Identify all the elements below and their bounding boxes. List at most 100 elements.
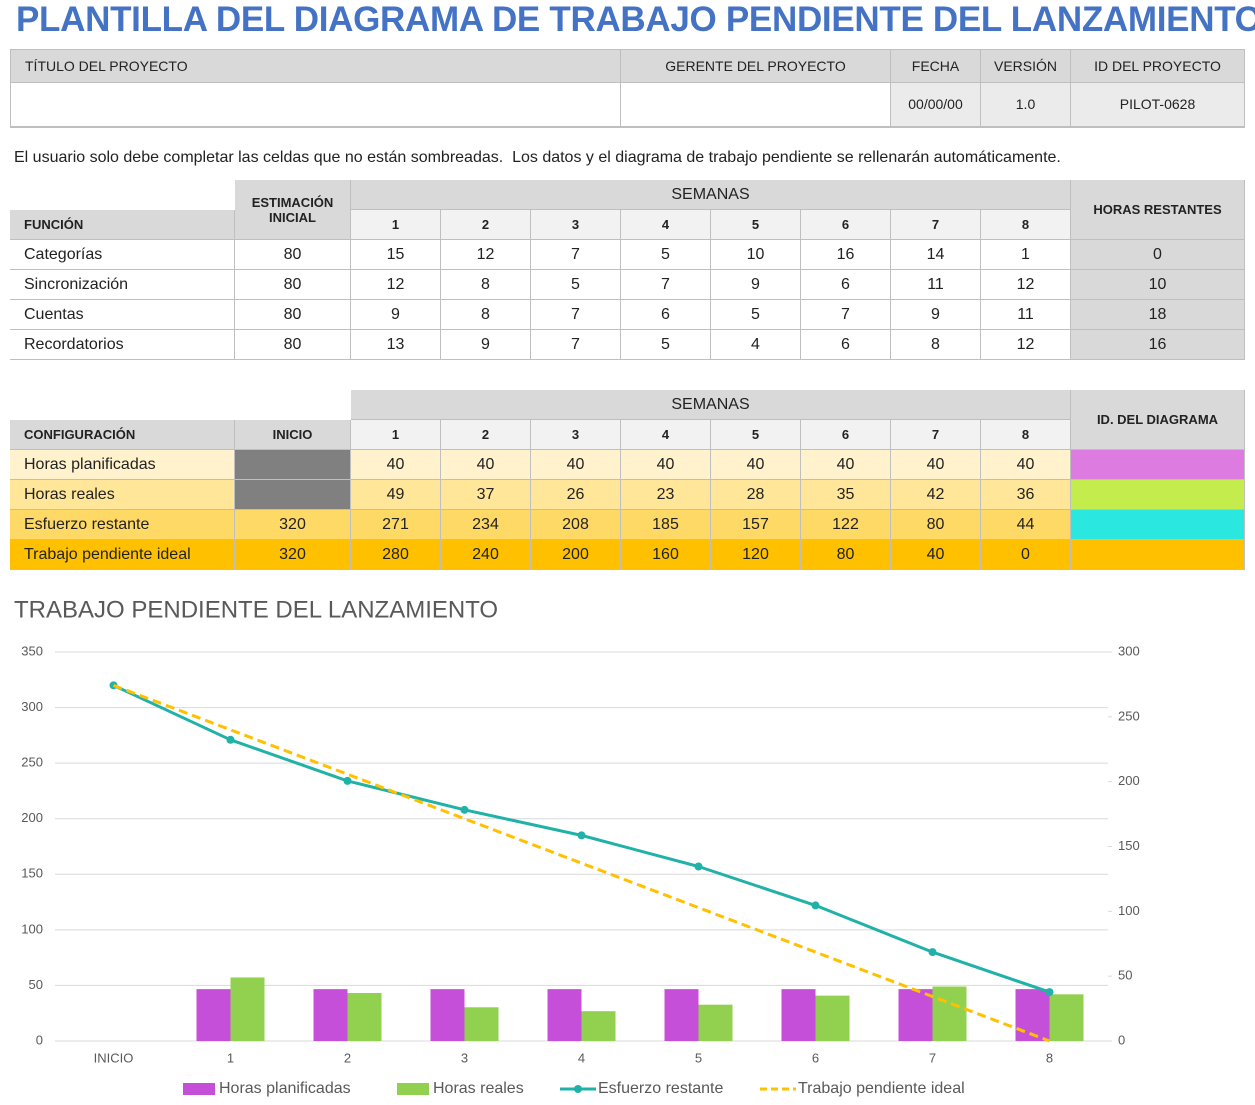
value-cell: 80: [801, 540, 891, 570]
value-cell: 80: [891, 510, 981, 540]
bar: [313, 989, 348, 1041]
line-marker: [928, 948, 937, 957]
y2-tick-label: 100: [1118, 903, 1140, 918]
value-cell: 8: [441, 270, 531, 300]
row-label: Horas reales: [10, 480, 235, 510]
value-cell: 208: [531, 510, 621, 540]
header-cell: 2: [441, 210, 531, 240]
value-cell: 6: [801, 270, 891, 300]
page-title: PLANTILLA DEL DIAGRAMA DE TRABAJO PENDIE…: [16, 0, 1255, 39]
header-cell: 8: [981, 420, 1071, 450]
header-cell: 3: [531, 210, 621, 240]
bar: [196, 989, 231, 1041]
value-cell: 14: [891, 240, 981, 270]
line: [112, 683, 1051, 1043]
bar: [1049, 994, 1084, 1041]
value-cell: 36: [981, 480, 1071, 510]
value-cell: 16: [801, 240, 891, 270]
header-cell: FECHA: [891, 49, 981, 83]
line: [112, 683, 1050, 994]
value-cell: 1.0: [981, 83, 1071, 128]
value-cell: [10, 83, 621, 128]
value-cell: 0: [1071, 240, 1245, 270]
line-marker: [109, 681, 118, 690]
y-tick-label: 50: [29, 977, 43, 992]
x-tick-label: 2: [344, 1050, 351, 1065]
value-cell: 44: [981, 510, 1071, 540]
header-cell: 4: [621, 210, 711, 240]
header-cell: 6: [801, 420, 891, 450]
value-cell: 40: [891, 450, 981, 480]
y-tick-label: 0: [36, 1032, 43, 1047]
y2-tick-label: 150: [1118, 838, 1140, 853]
value-cell: 8: [441, 300, 531, 330]
bar: [932, 986, 967, 1041]
value-cell: 40: [531, 450, 621, 480]
chart-title: TRABAJO PENDIENTE DEL LANZAMIENTO: [14, 596, 498, 623]
row-label: Esfuerzo restante: [10, 510, 235, 540]
x-tick-label: 6: [812, 1050, 819, 1065]
value-cell: 6: [801, 330, 891, 360]
value-cell: 40: [351, 450, 441, 480]
value-cell: 42: [891, 480, 981, 510]
value-cell: 40: [621, 450, 711, 480]
header-cell: 1: [351, 420, 441, 450]
value-cell: 37: [441, 480, 531, 510]
header-cell: GERENTE DEL PROYECTO: [621, 49, 891, 83]
header-cell: 8: [981, 210, 1071, 240]
bar: [1015, 989, 1050, 1041]
value-cell: 280: [351, 540, 441, 570]
bar: [781, 989, 816, 1041]
value-cell: 80: [235, 240, 351, 270]
header-cell: 2: [441, 420, 531, 450]
bar: [430, 989, 465, 1041]
x-tick-label: INICIO: [94, 1050, 134, 1065]
value-cell: 7: [621, 270, 711, 300]
value-cell: 80: [235, 300, 351, 330]
header-cell: 7: [891, 210, 981, 240]
y2-tick-label: 0: [1118, 1032, 1125, 1047]
bar: [230, 977, 265, 1041]
legend-label: Horas planificadas: [219, 1080, 351, 1097]
header-cell: INICIO: [235, 420, 351, 450]
y-tick-label: 300: [21, 699, 43, 714]
value-cell: 5: [531, 270, 621, 300]
shaded-cell: [235, 480, 351, 510]
y-tick-label: 350: [21, 643, 43, 658]
value-cell: 120: [711, 540, 801, 570]
legend-label: Horas reales: [433, 1080, 524, 1097]
bar: [815, 995, 850, 1041]
header-cell: 4: [621, 420, 711, 450]
x-tick-label: 4: [578, 1050, 585, 1065]
bar: [464, 1007, 499, 1041]
line-marker: [1045, 988, 1054, 997]
y2-tick-label: 50: [1118, 968, 1132, 983]
value-cell: 160: [621, 540, 711, 570]
value-cell: 40: [711, 450, 801, 480]
y-tick-label: 200: [21, 810, 43, 825]
header-cell: 5: [711, 420, 801, 450]
value-cell: 320: [235, 510, 351, 540]
bar: [698, 1004, 733, 1041]
y-tick-label: 250: [21, 755, 43, 770]
value-cell: 320: [235, 540, 351, 570]
value-cell: 13: [351, 330, 441, 360]
row-label: Cuentas: [10, 300, 235, 330]
line-marker: [460, 805, 469, 814]
value-cell: 9: [351, 300, 441, 330]
bar: [664, 989, 699, 1041]
legend-label: Trabajo pendiente ideal: [798, 1080, 965, 1097]
x-tick-label: 5: [695, 1050, 702, 1065]
value-cell: 23: [621, 480, 711, 510]
legend-label: Esfuerzo restante: [598, 1080, 724, 1097]
header-cell: 7: [891, 420, 981, 450]
legend-swatch: [183, 1083, 215, 1095]
y2-tick-label: 200: [1118, 773, 1140, 788]
line-marker: [811, 901, 820, 910]
value-cell: 40: [981, 450, 1071, 480]
value-cell: 80: [235, 330, 351, 360]
row-label: Categorías: [10, 240, 235, 270]
value-cell: 5: [621, 330, 711, 360]
header-cell: ID. DEL DIAGRAMA: [1071, 390, 1245, 450]
value-cell: 9: [441, 330, 531, 360]
